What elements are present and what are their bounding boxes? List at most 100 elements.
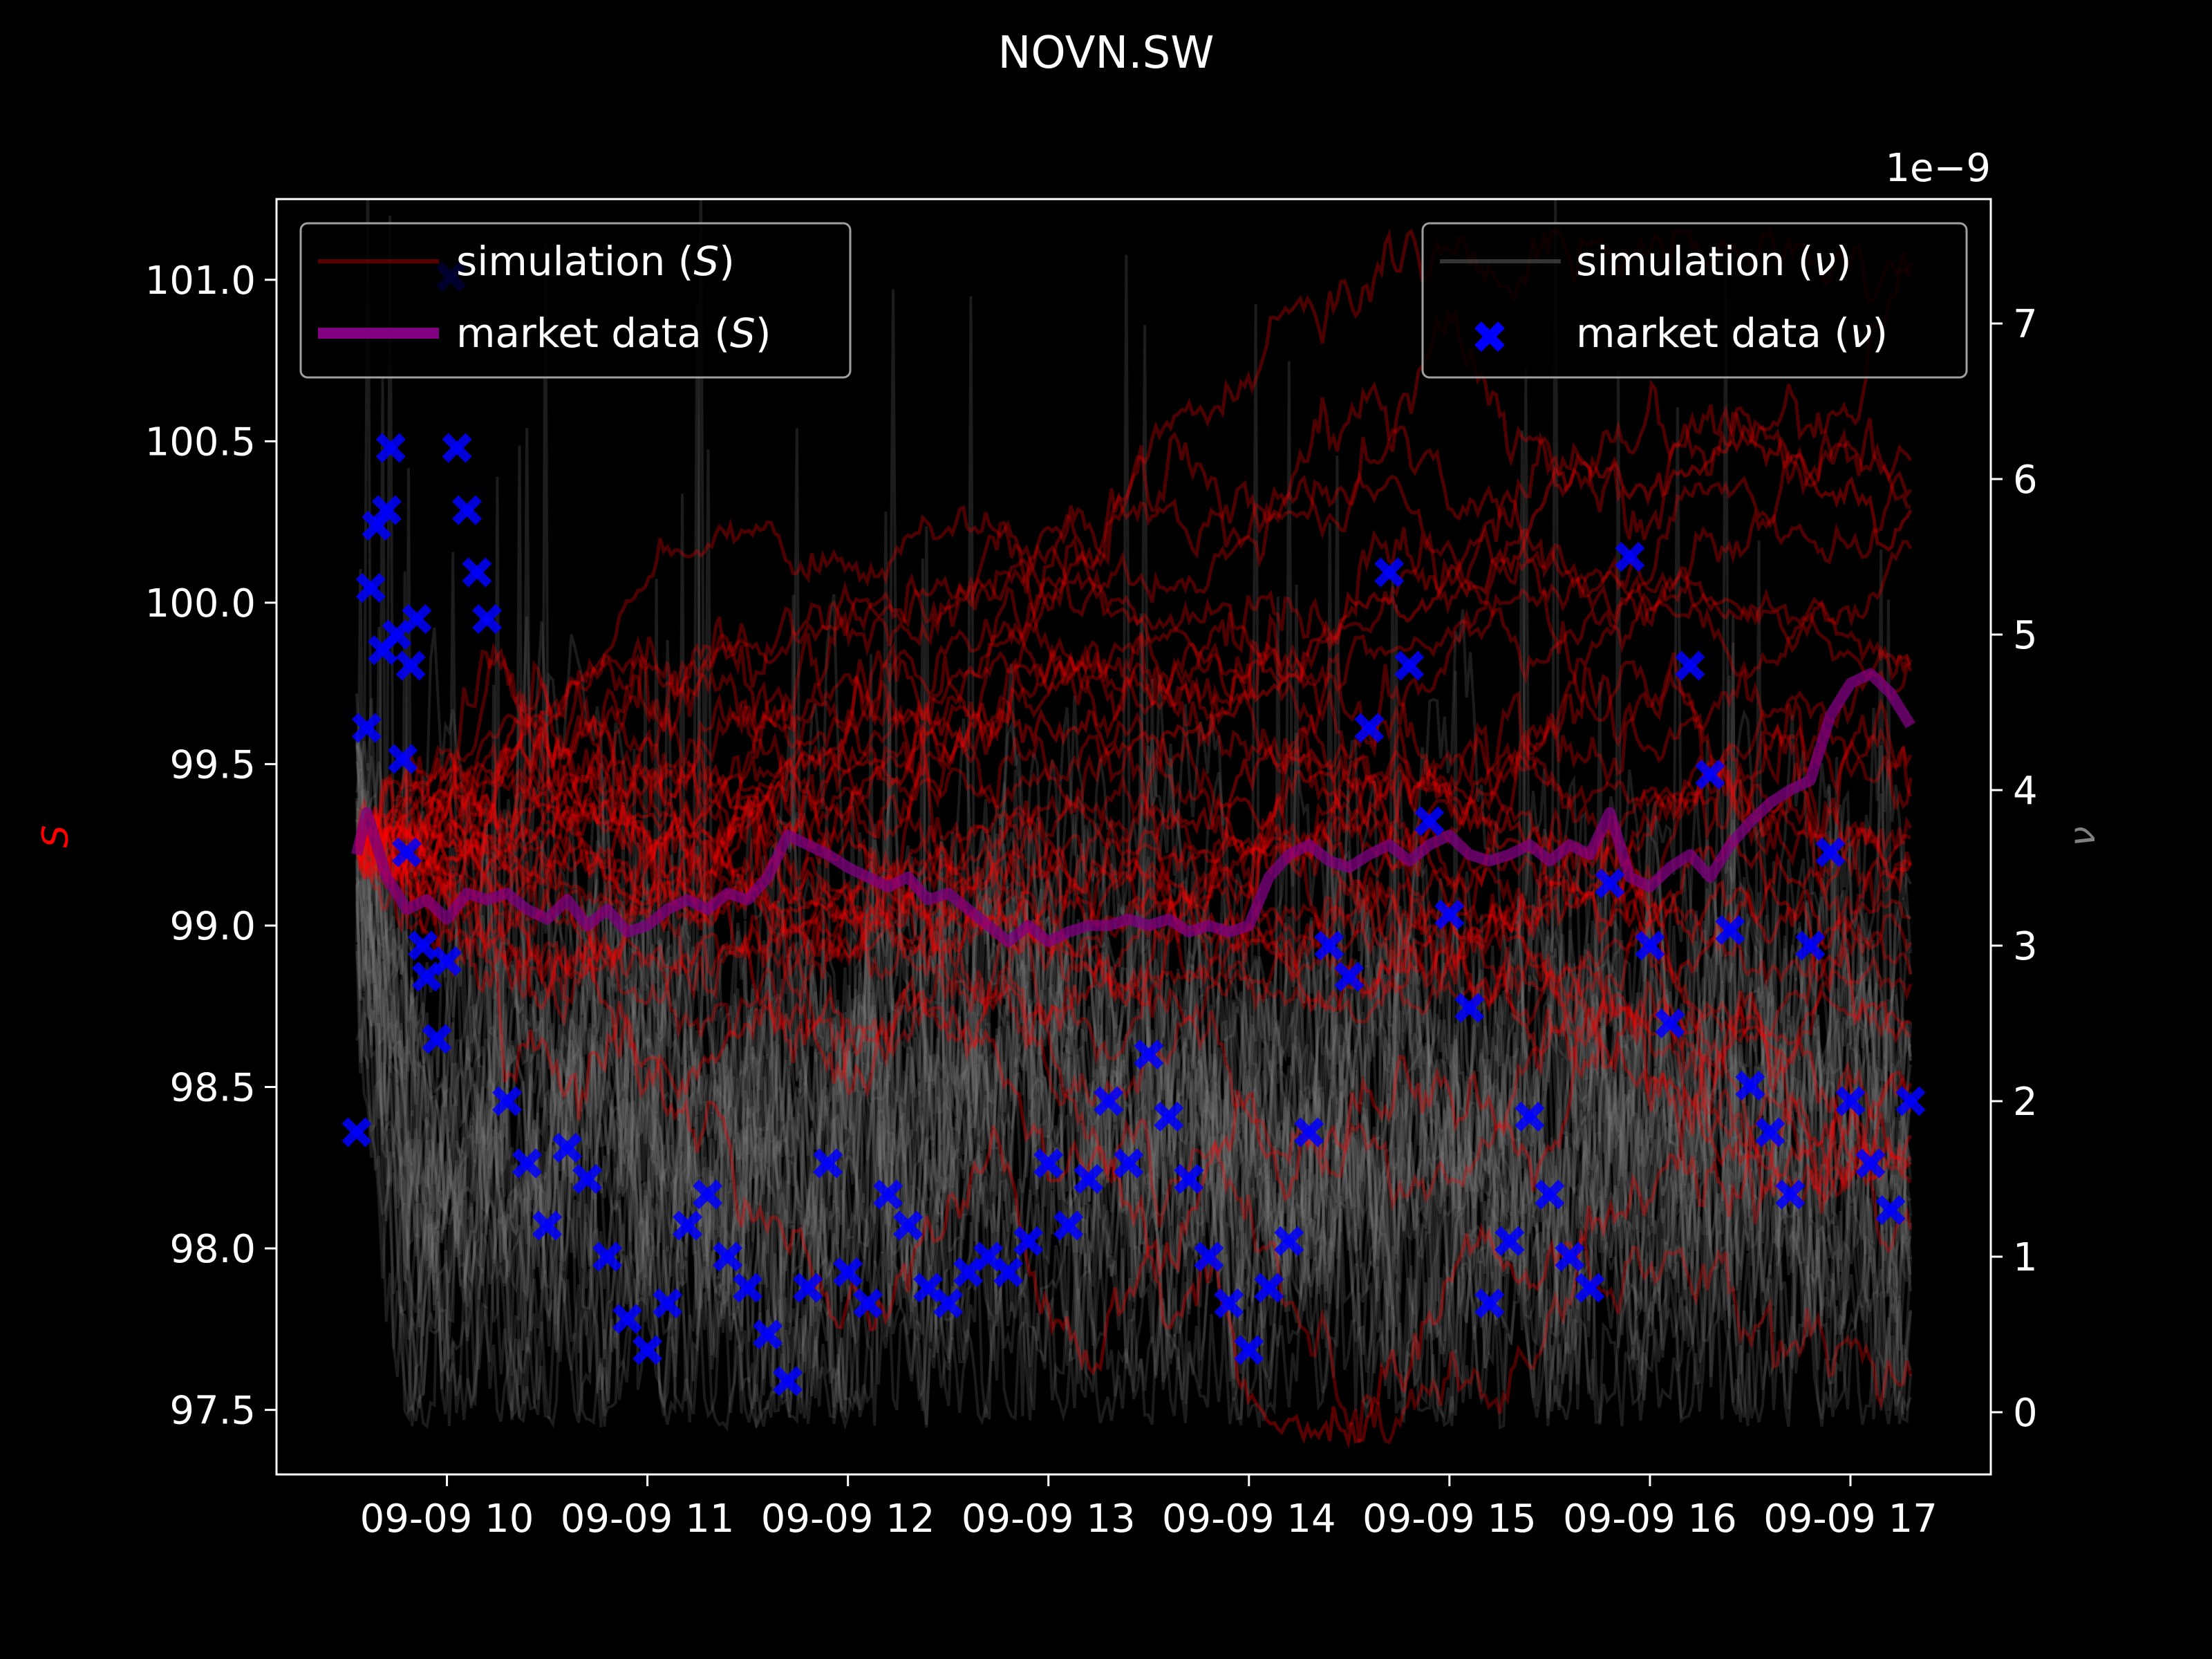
- x-tick-label: 09-09 16: [1563, 1497, 1737, 1541]
- market-data-nu-point: [1595, 868, 1625, 899]
- y-axis-left: 97.5 98.0 98.5 99.0 99.5 100.0 100.5 101.0: [145, 259, 276, 1434]
- market-data-nu-point: [1074, 1163, 1104, 1194]
- market-data-nu-point: [1755, 1117, 1785, 1147]
- market-data-nu-point: [375, 433, 406, 463]
- market-data-nu-point: [1234, 1335, 1264, 1365]
- market-data-nu-point: [1775, 1179, 1806, 1210]
- market-data-nu-point: [1575, 1273, 1605, 1303]
- simulation-s-path: [355, 745, 1911, 1044]
- market-data-nu-point: [462, 557, 492, 588]
- market-data-nu-point: [371, 495, 402, 525]
- market-data-nu-point: [1655, 1008, 1685, 1039]
- market-data-nu-point: [753, 1319, 783, 1350]
- market-data-nu-point: [402, 603, 432, 635]
- market-data-nu-point: [1414, 806, 1445, 836]
- simulation-s-path: [355, 540, 1913, 849]
- simulation-s-path: [356, 775, 1912, 1013]
- y-right-tick-label: 4: [2013, 769, 2038, 814]
- market-data-nu-point: [632, 1335, 663, 1365]
- market-data-nu-point: [833, 1257, 863, 1288]
- market-data-nu-point: [1855, 1148, 1886, 1179]
- simulation-s-path: [355, 716, 1913, 1254]
- market-data-nu-point: [873, 1179, 903, 1210]
- market-data-nu-point: [673, 1210, 703, 1241]
- market-data-nu-point: [773, 1366, 803, 1396]
- market-data-nu-point: [1174, 1163, 1204, 1194]
- legend-right-label-simulation-nu: simulation (ν): [1576, 238, 1851, 285]
- simulation-nu-path: [355, 597, 1912, 1429]
- market-data-nu-point: [391, 837, 422, 868]
- market-data-nu-point: [1214, 1288, 1244, 1319]
- simulation-nu-path: [355, 270, 1912, 1390]
- legend-left-label-market-s: market data (S): [456, 310, 771, 357]
- market-data-s-line: [351, 668, 1915, 948]
- market-data-nu-point: [1194, 1241, 1224, 1272]
- chart-title: NOVN.SW: [997, 28, 1214, 79]
- simulation-nu-path: [355, 296, 1912, 1427]
- simulation-nu-path: [355, 523, 1912, 1427]
- y-left-tick-label: 99.0: [169, 904, 256, 949]
- market-data-nu-point: [893, 1210, 924, 1241]
- market-data-nu-point: [693, 1179, 723, 1210]
- y-right-tick-label: 1: [2013, 1235, 2038, 1280]
- y-left-tick-label: 101.0: [145, 259, 256, 303]
- y-right-tick-label: 5: [2013, 613, 2038, 658]
- market-data-nu-point: [395, 650, 426, 681]
- market-data-s-path: [351, 668, 1915, 948]
- simulation-s-path: [355, 807, 1913, 1212]
- x-tick-label: 09-09 13: [962, 1497, 1136, 1541]
- market-data-nu-point: [713, 1241, 743, 1272]
- x-tick-label: 09-09 12: [761, 1497, 935, 1541]
- market-data-nu-point: [1795, 930, 1826, 961]
- market-data-nu-point: [552, 1132, 583, 1163]
- market-data-nu-point: [933, 1288, 964, 1319]
- simulation-s-path: [355, 818, 1913, 1194]
- simulation-s-path: [355, 698, 1913, 1001]
- simulation-nu-path: [355, 254, 1912, 1425]
- simulation-nu-path: [355, 371, 1911, 1418]
- x-tick-label: 09-09 14: [1162, 1497, 1336, 1541]
- market-data-nu-point: [733, 1273, 763, 1303]
- y-right-tick-label: 2: [2013, 1080, 2038, 1125]
- simulation-s-path: [356, 635, 1913, 856]
- simulation-s-path: [355, 616, 1913, 1445]
- market-data-nu-point: [1555, 1241, 1585, 1272]
- simulation-nu-path: [355, 549, 1912, 1428]
- simulation-s-path: [355, 805, 1913, 1066]
- market-data-nu-point: [612, 1304, 643, 1334]
- market-data-nu-point: [1515, 1101, 1545, 1132]
- simulation-s-path: [355, 440, 1911, 888]
- simulation-s-path: [355, 751, 1912, 870]
- market-data-nu-point: [1154, 1101, 1184, 1132]
- market-data-nu-point: [1314, 930, 1344, 961]
- y-axis-right-offset-text: 1e−9: [1885, 146, 1991, 191]
- x-axis: 09-09 10 09-09 11 09-09 12 09-09 13 09-09 14…: [360, 1474, 1938, 1541]
- simulation-nu-path: [355, 428, 1912, 1425]
- market-data-nu-point: [572, 1163, 603, 1194]
- legend-right-box: [1421, 222, 1968, 379]
- simulation-nu-path: [355, 609, 1912, 1427]
- market-data-nu-point: [1434, 899, 1465, 930]
- market-data-nu-point: [592, 1241, 623, 1272]
- simulation-nu-path: [355, 303, 1912, 1423]
- market-data-nu-point: [1695, 759, 1725, 790]
- plot-frame: [275, 198, 1992, 1476]
- market-data-nu-point: [993, 1257, 1024, 1288]
- market-data-nu-point: [853, 1288, 883, 1319]
- market-data-nu-point: [355, 572, 386, 603]
- market-data-nu-point: [1715, 915, 1745, 946]
- market-data-nu-point: [492, 1086, 523, 1116]
- market-data-nu-point: [1254, 1273, 1284, 1303]
- market-data-nu-point: [813, 1148, 843, 1179]
- market-data-nu-point: [1494, 1226, 1525, 1257]
- simulation-s-path: [356, 470, 1913, 903]
- x-tick-label: 09-09 17: [1763, 1497, 1938, 1541]
- market-data-nu-point: [1895, 1086, 1926, 1116]
- market-data-nu-point: [1454, 993, 1485, 1023]
- simulation-nu-path: [355, 199, 1912, 1426]
- simulation-nu-path: [355, 199, 1912, 1430]
- simulation-nu-path: [355, 428, 1912, 1428]
- simulation-s-path: [355, 702, 1912, 1450]
- legend-right-label-market-nu: market data (ν): [1576, 310, 1888, 357]
